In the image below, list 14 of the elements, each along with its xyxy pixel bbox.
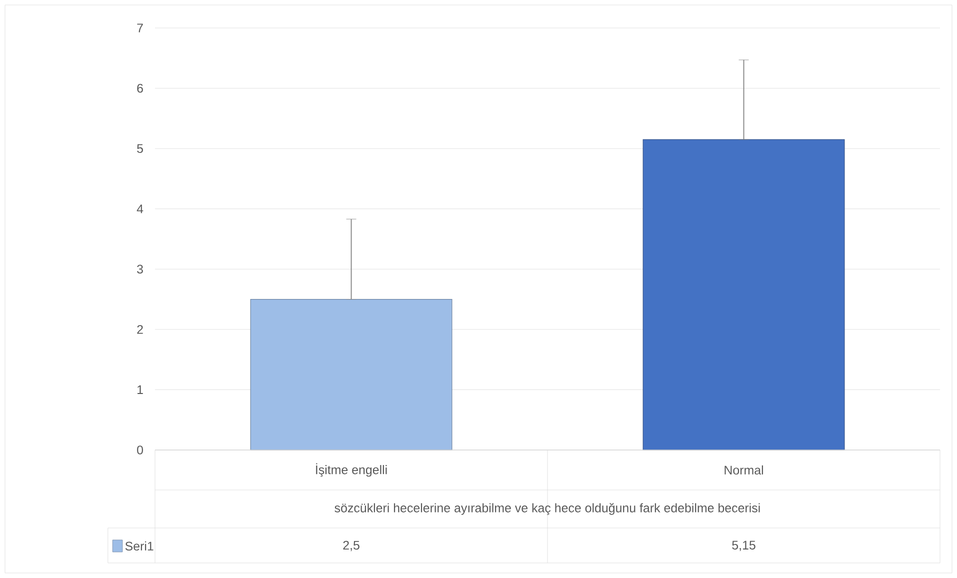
y-tick-label: 1 xyxy=(138,385,143,394)
y-tick-label: 0 xyxy=(137,446,143,454)
y-tick-label: 4 xyxy=(136,204,144,214)
x-tick-label: İşitme engelli xyxy=(316,463,387,477)
data-label: 2,5 xyxy=(343,540,360,552)
y-tick-label: 5 xyxy=(137,144,143,153)
legend-label: Seri1 xyxy=(125,541,154,551)
data-label: 5,15 xyxy=(732,540,756,552)
x-tick-label: Normal xyxy=(724,465,763,475)
y-tick-label: 3 xyxy=(137,264,143,274)
y-tick-label: 6 xyxy=(137,84,143,93)
x-axis-title: sözcükleri hecelerine ayırabilme ve kaç hece olduğunu fark edebilme becerisi xyxy=(334,503,760,515)
y-tick-label: 2 xyxy=(137,325,143,334)
y-tick-label: 7 xyxy=(137,24,143,32)
